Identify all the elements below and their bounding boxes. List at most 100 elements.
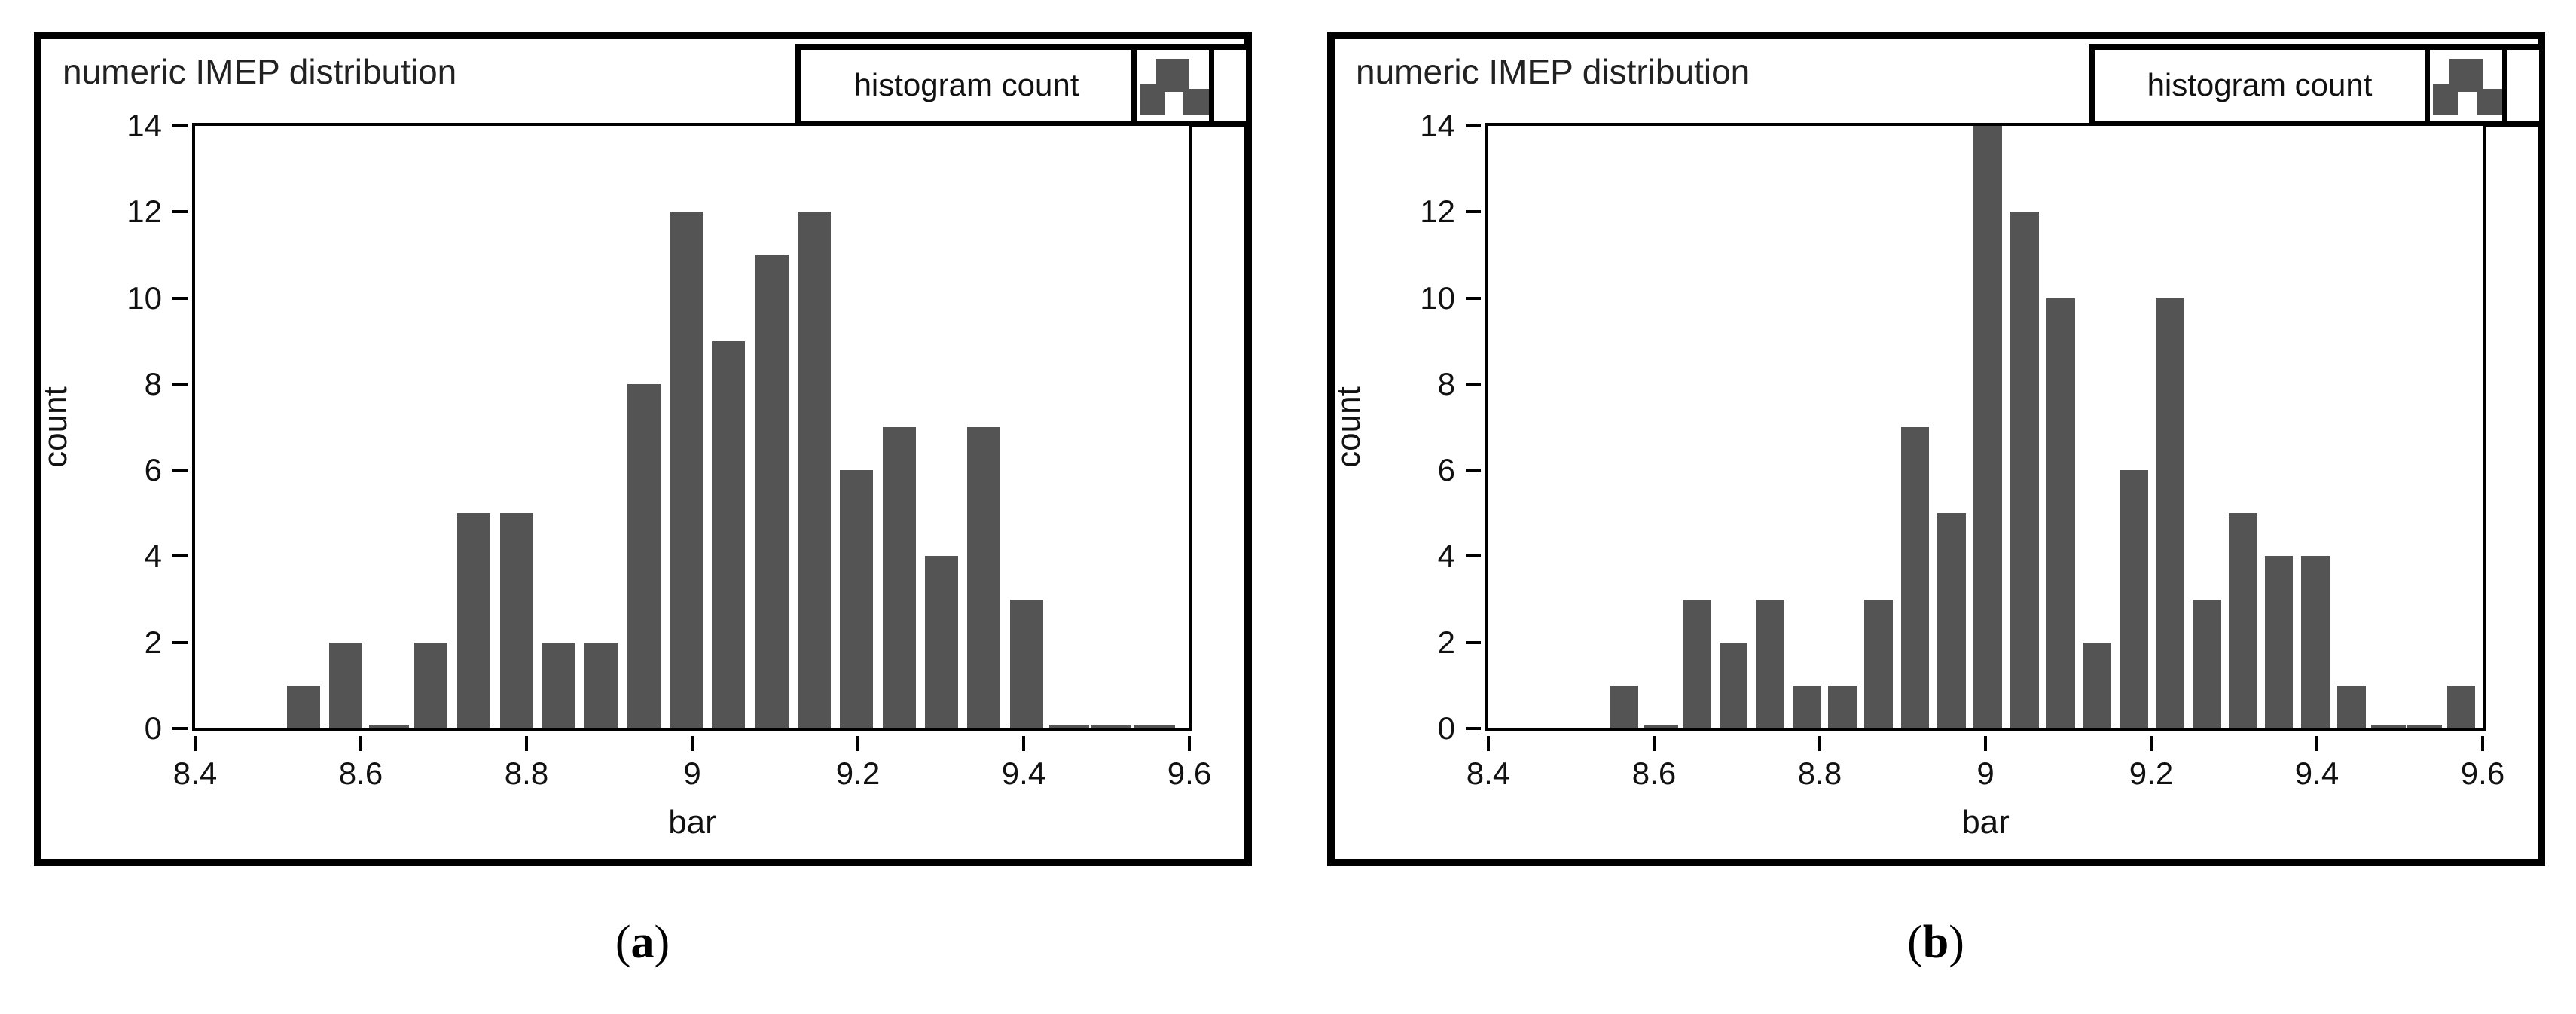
x-tick-dash [1188,736,1191,751]
mini-histogram-icon[interactable] [1131,50,1209,121]
y-tick-label: 2 [1437,624,1455,660]
histogram-bar [627,383,661,728]
legend-spacer-cell [1209,50,1246,121]
x-tick-dash [525,736,528,751]
plot-area: count bar 0 2 4 6 8 10 12 14 8.4 8.6 8.8 9 9.2 9.4 9.6 [37,108,1211,841]
x-tick-dash [194,736,197,751]
histogram-bar [1091,725,1132,728]
histogram-bar [882,427,916,728]
y-tick-dash [1466,727,1481,730]
histogram-bar [1900,427,1930,728]
legend-swatch-middle [2449,59,2483,92]
chart-title: numeric IMEP distribution [63,52,457,91]
histogram-bar [329,642,363,728]
x-tick-label: 9.2 [2129,756,2174,791]
x-tick-label: 9 [683,756,701,791]
y-tick-dash [172,727,188,730]
chart-title: numeric IMEP distribution [1356,52,1750,91]
x-tick-dash [1653,736,1656,751]
y-tick-dash [172,296,188,300]
histogram-bar [2156,298,2185,728]
caption-a: (a) [615,917,670,968]
y-tick-dash [1466,382,1481,386]
x-tick-label: 9.2 [835,756,881,791]
legend-label: histogram count [853,67,1079,102]
histogram-bar [2083,642,2112,728]
histogram-bar [2046,298,2075,728]
histogram-bar [1134,725,1175,728]
x-tick-dash [1818,736,1821,751]
histogram-bar [1937,513,1966,728]
histogram-bar [1756,599,1784,728]
x-tick-label: 9 [1976,756,1995,791]
y-tick-label: 14 [1420,108,1455,143]
y-tick-label: 8 [1437,365,1455,402]
chart-panel-b: numeric IMEP distribution histogram coun… [1327,32,2545,866]
x-tick-label: 9.4 [1001,756,1046,791]
x-tick-label: 8.8 [504,756,549,791]
legend-swatch-right [1183,89,1209,115]
histogram-bar [1973,126,2003,728]
y-tick-dash [1466,124,1481,127]
histogram-bar [670,212,704,728]
y-tick-dash [1466,296,1481,300]
y-tick-label: 14 [127,108,162,143]
x-axis-label: bar [668,804,716,841]
x-tick-dash [2315,736,2318,751]
x-tick-dash [2150,736,2153,751]
x-tick-label: 9.6 [1167,756,1212,791]
histogram-bar [2300,556,2330,728]
y-tick-label: 12 [127,194,162,230]
histogram-bar [499,513,533,728]
caption-b: (b) [1907,917,1964,968]
histogram-bar [2229,513,2257,728]
histogram-bar [2010,212,2039,728]
y-tick-dash [172,469,188,472]
plot-legend[interactable]: histogram count [2089,44,2545,127]
histogram-bar [1048,725,1090,728]
histogram-bar [2337,685,2367,728]
y-tick-dash [1466,210,1481,214]
x-axis-label: bar [1961,804,2010,841]
caption-letter: a [630,917,655,968]
histogram-bar [542,642,575,728]
y-tick-label: 6 [144,452,162,488]
y-tick-label: 10 [127,279,162,316]
histogram-bar [1610,685,1639,728]
legend-label: histogram count [2147,67,2373,102]
y-tick-dash [1466,554,1481,558]
y-tick-label: 4 [1437,538,1455,574]
histogram-bar [797,212,831,728]
x-tick-label: 8.4 [1466,756,1511,791]
x-tick-dash [691,736,694,751]
histogram-bar [2407,725,2442,728]
x-tick-label: 8.8 [1797,756,1842,791]
histogram-bar [1719,642,1748,728]
y-tick-label: 4 [144,538,162,574]
histogram-bar [839,470,873,728]
caption-letter: b [1922,917,1949,968]
y-tick-dash [1466,640,1481,644]
histogram-bar [2446,685,2476,728]
histogram-bar [2264,556,2294,728]
mini-histogram-icon[interactable] [2425,50,2502,121]
histogram-bar [1864,599,1893,728]
y-tick-dash [172,554,188,558]
x-tick-label: 8.6 [1631,756,1677,791]
plot-area: count bar 0 2 4 6 8 10 12 14 8.4 8.6 8.8 9 9.2 9.4 9.6 [1330,108,2504,841]
x-tick-dash [359,736,362,751]
y-tick-label: 0 [144,710,162,746]
plot-legend[interactable]: histogram count [795,44,1252,127]
histogram-bar [2370,725,2406,728]
x-tick-dash [2481,736,2484,751]
histogram-bar [414,642,448,728]
y-tick-dash [172,382,188,386]
x-tick-label: 9.6 [2460,756,2505,791]
histogram-bar [925,556,959,728]
legend-swatch-middle [1156,59,1189,92]
y-tick-dash [172,124,188,127]
x-tick-label: 8.6 [338,756,383,791]
y-tick-dash [172,640,188,644]
histogram-bar [287,685,321,728]
histogram-bar [1792,685,1821,728]
